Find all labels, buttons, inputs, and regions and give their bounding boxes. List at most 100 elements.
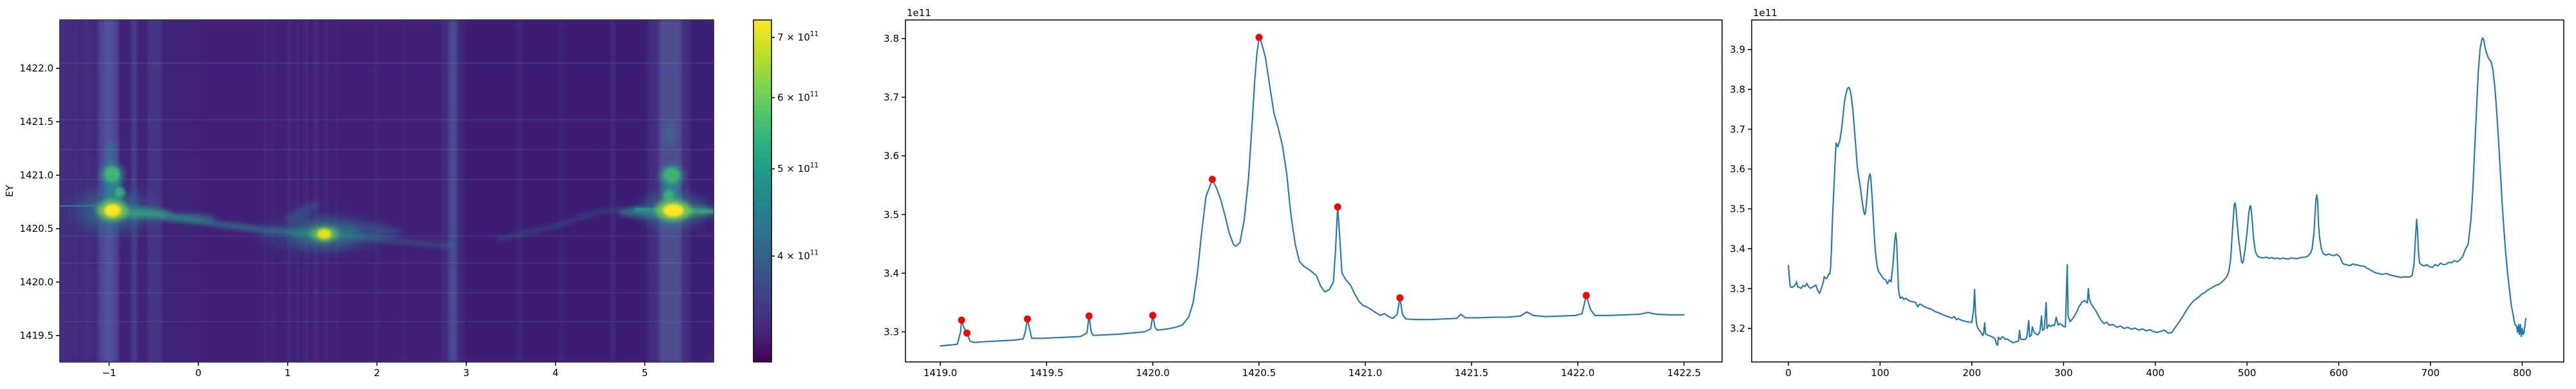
peak-marker [958,316,965,324]
heatmap-vertical-band [296,20,299,362]
axis-offset-label: 1e11 [907,7,931,19]
peak-marker [1149,312,1157,319]
y-tick-label: 1422.0 [20,62,54,74]
y-tick-label: 3.6 [1730,164,1745,175]
x-tick-label: 2 [374,367,381,379]
spectrum-series-line [1787,37,2527,346]
peaks-plot-area [940,33,1685,347]
y-tick-label: 3.3 [1730,283,1745,294]
heatmap-blob [285,201,321,222]
x-tick-label: 5 [641,367,648,379]
peak-marker [1582,292,1590,299]
y-tick-label: 3.9 [1730,44,1745,55]
x-tick-label: 1421.0 [1349,367,1383,379]
colorbar-tick-label: 5 × 1011 [777,162,819,175]
heatmap-ridge [496,207,642,242]
spectrum-spines [1751,19,2564,363]
y-tick-label: 1419.5 [20,330,54,341]
x-tick-label: 1 [285,367,291,379]
x-tick-label: 700 [2421,367,2440,379]
heatmap-vertical-band [61,20,66,362]
x-tick-label: 1419.0 [923,367,958,379]
peaks-panel: 1419.0 1419.5 1420.0 1420.5 1421.0 1421.5 1422… [884,7,1723,379]
x-tick-label: 1420.5 [1242,367,1276,379]
x-tick-label: 800 [2513,367,2532,379]
x-tick-label: 4 [553,367,559,379]
y-tick-label: 3.8 [884,33,899,44]
heatmap-panel: −1 0 1 2 3 4 5 1419.5 1420.0 1420.5 1421.0 1421.5 14… [4,19,714,379]
y-axis-label: EY [4,184,15,196]
peaks-spines [905,19,1723,363]
colorbar-tick-label: 4 × 1011 [777,249,819,262]
x-tick-label: 3 [463,367,469,379]
heatmap-blob [663,167,680,184]
x-tick-label: 1420.0 [1136,367,1170,379]
y-tick-label: 3.5 [884,209,899,220]
colorbar: 7 × 1011 6 × 1011 5 × 1011 4 × 1011 [753,19,819,363]
x-tick-label: 1419.5 [1030,367,1064,379]
colorbar-tick-label: 7 × 1011 [777,30,819,43]
heatmap-vertical-band [559,20,564,362]
y-tick-label: 3.4 [884,267,899,279]
peak-marker [963,329,971,337]
x-tick-label: 1422.0 [1561,367,1595,379]
y-tick-label: 3.4 [1730,243,1745,254]
y-tick-label: 3.6 [884,150,899,162]
heatmap-vertical-band [147,20,162,362]
y-tick-label: 1420.0 [20,276,54,288]
colorbar-tick-label: 6 × 1011 [777,91,819,104]
heatmap-blob [317,229,332,240]
peak-marker [1255,33,1263,41]
heatmap-vertical-band [67,20,71,362]
x-tick-label: −1 [102,367,116,379]
heatmap-vertical-band [516,20,523,362]
x-tick-label: 1422.5 [1667,367,1701,379]
heatmap-blob [115,187,126,198]
x-tick-label: 0 [195,367,202,379]
peak-marker [1085,312,1093,320]
y-tick-label: 3.7 [884,91,899,103]
x-tick-label: 600 [2329,367,2348,379]
x-tick-label: 500 [2238,367,2257,379]
heatmap-vertical-band [324,20,328,362]
y-tick-label: 3.3 [884,326,899,337]
y-tick-label: 3.2 [1730,323,1745,334]
heatmap-vertical-band [75,20,79,362]
heatmap-blob [158,213,216,223]
y-tick-label: 1421.0 [20,169,54,181]
peak-markers [958,33,1590,337]
heatmap-blob [663,121,677,147]
heatmap-blob [104,139,118,168]
x-tick-label: 400 [2146,367,2164,379]
axis-offset-label: 1e11 [1753,7,1777,19]
heatmap-blob [107,205,118,214]
y-tick-label: 1420.5 [20,223,54,234]
heatmap-vertical-band [335,20,339,362]
peak-marker [1023,315,1031,323]
heatmap-zone [457,20,656,362]
x-tick-label: 300 [2054,367,2073,379]
heatmap-blob [663,189,675,202]
heatmap-vertical-band [374,20,379,362]
heatmap-vertical-band [402,20,406,362]
heatmap-blob [618,207,664,218]
colorbar-bar [753,19,772,363]
heatmap-vertical-band [263,20,267,362]
y-tick-label: 3.8 [1730,84,1745,95]
x-tick-label: 1421.5 [1455,367,1489,379]
heatmap-vertical-band [271,20,274,362]
heatmap-zone [687,20,714,362]
heatmap-blob [325,223,402,240]
peaks-series-line [940,37,1685,347]
heatmap-blob [118,207,171,220]
heatmap-vertical-band [314,20,319,362]
x-tick-label: 0 [1785,367,1792,379]
y-tick-label: 3.7 [1730,124,1745,135]
spectrum-plot-area [1787,37,2527,346]
heatmap-vertical-band [610,20,615,362]
heatmap-blob [667,205,679,214]
peak-marker [1334,203,1341,211]
y-tick-label: 1421.5 [20,116,54,128]
